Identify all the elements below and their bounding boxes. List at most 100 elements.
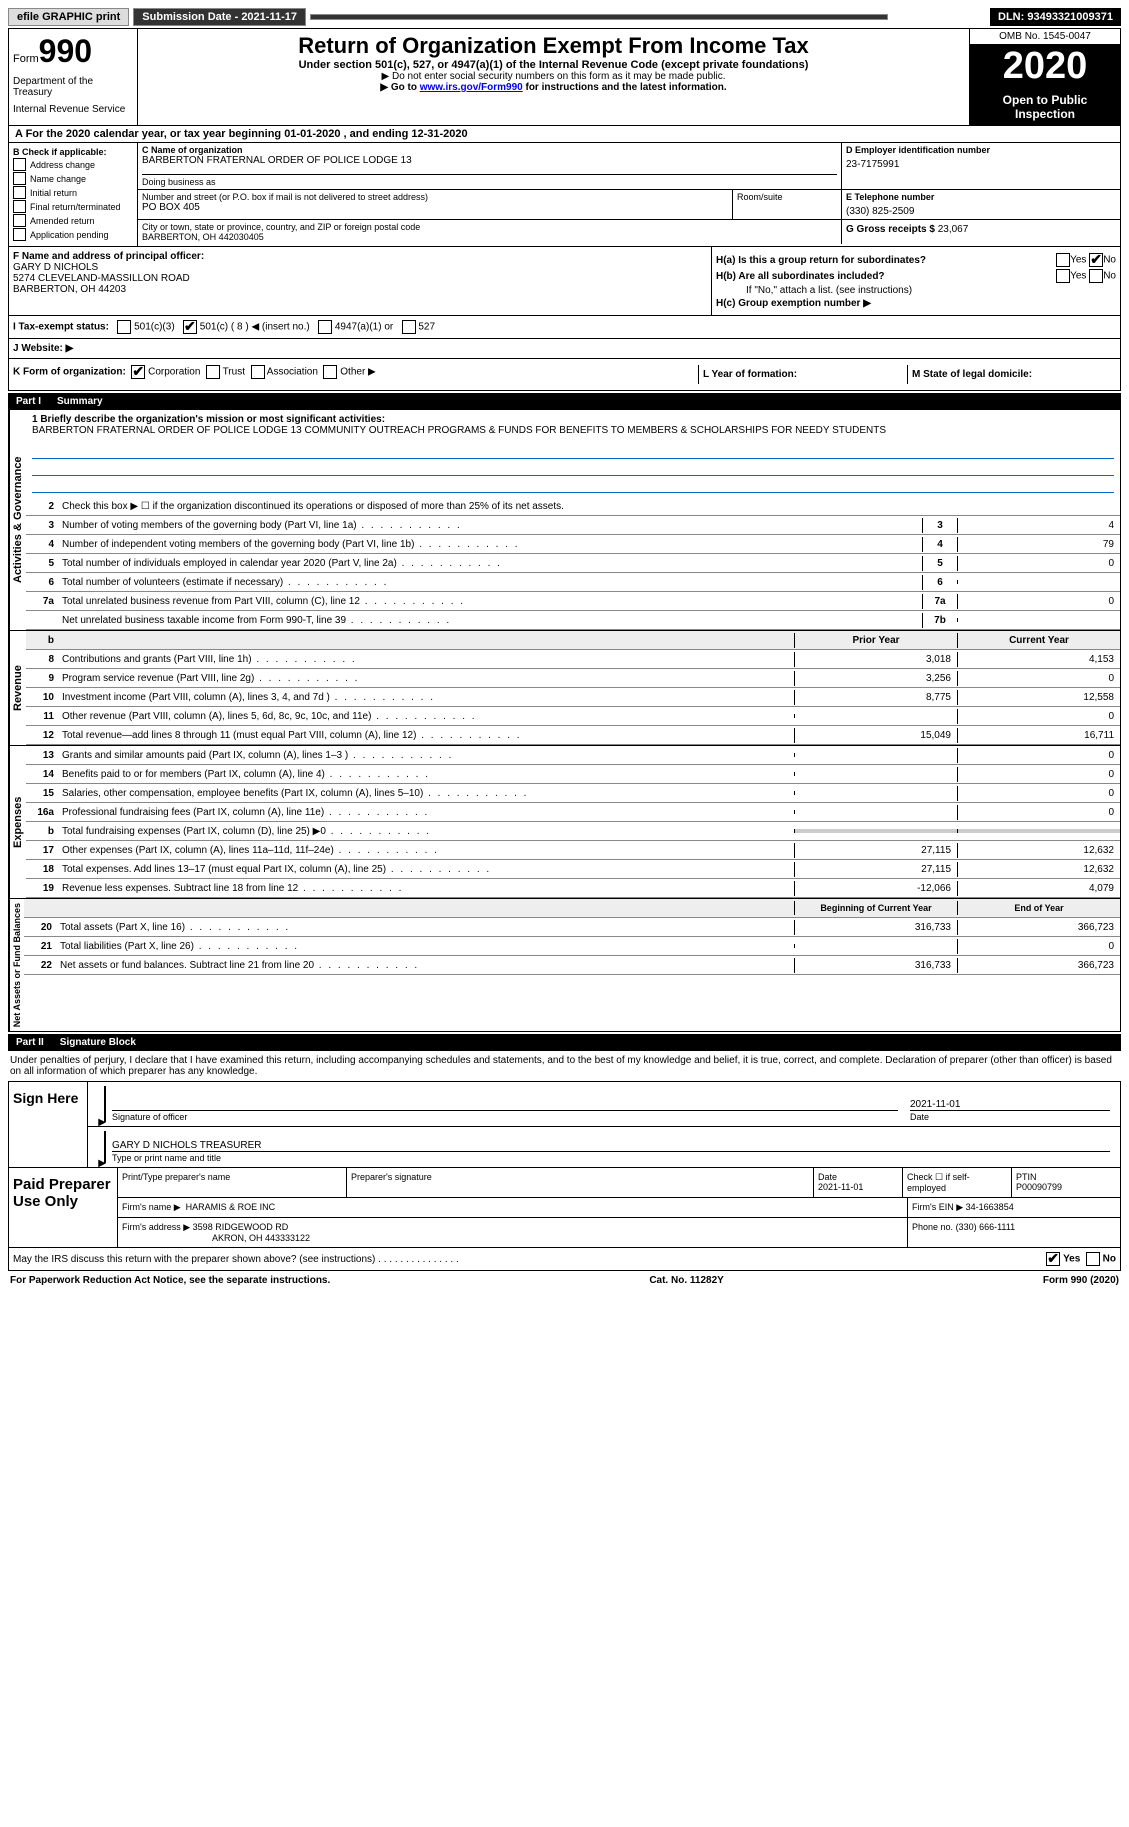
prep-date-cell: Date2021-11-01 xyxy=(814,1168,903,1197)
firm-addr-label: Firm's address ▶ xyxy=(122,1222,190,1232)
fin-current: 12,632 xyxy=(957,843,1120,858)
fin-prior: 316,733 xyxy=(794,958,957,973)
gov-text: Number of independent voting members of … xyxy=(58,539,922,550)
gov-val: 0 xyxy=(957,556,1120,571)
d-label: D Employer identification number xyxy=(846,145,990,155)
irs-link[interactable]: www.irs.gov/Form990 xyxy=(420,82,523,93)
i-501c-chk[interactable] xyxy=(183,320,197,334)
section-i: I Tax-exempt status: 501(c)(3) 501(c) ( … xyxy=(9,316,1120,338)
firm-addr-1: 3598 RIDGEWOOD RD xyxy=(193,1222,289,1232)
i-501c3-chk[interactable] xyxy=(117,320,131,334)
prep-ptin-cell: PTINP00090799 xyxy=(1012,1168,1120,1197)
fin-n: 17 xyxy=(26,845,58,856)
fin-text: Salaries, other compensation, employee b… xyxy=(58,788,794,799)
line1-wrap: 1 Briefly describe the organization's mi… xyxy=(26,410,1120,440)
chk-amended[interactable] xyxy=(13,214,26,227)
section-b-title: B Check if applicable: xyxy=(13,147,107,157)
firm-phone-cell: Phone no. (330) 666-1111 xyxy=(908,1218,1120,1247)
fin-text: Total fundraising expenses (Part IX, col… xyxy=(58,826,794,837)
sig-name-value: GARY D NICHOLS TREASURER xyxy=(112,1140,1110,1151)
efile-btn[interactable]: efile GRAPHIC print xyxy=(8,8,129,26)
fin-n: 11 xyxy=(26,711,58,722)
city-box: City or town, state or province, country… xyxy=(138,220,841,244)
fin-n: 19 xyxy=(26,883,58,894)
fin-current: 16,711 xyxy=(957,728,1120,743)
section-m: M State of legal domicile: xyxy=(907,365,1116,384)
ha-no-chk[interactable] xyxy=(1089,253,1103,267)
begin-year-hdr: Beginning of Current Year xyxy=(794,901,957,915)
k-trust-chk[interactable] xyxy=(206,365,220,379)
fin-current: 12,558 xyxy=(957,690,1120,705)
gov-n: 3 xyxy=(26,520,58,531)
opt-final: Final return/terminated xyxy=(30,202,121,212)
chk-address-change[interactable] xyxy=(13,158,26,171)
fin-current: 0 xyxy=(957,767,1120,782)
k-other-chk[interactable] xyxy=(323,365,337,379)
section-k: K Form of organization: Corporation Trus… xyxy=(13,365,698,384)
section-h: H(a) Is this a group return for subordin… xyxy=(711,247,1120,315)
submission-btn[interactable]: Submission Date - 2021-11-17 xyxy=(133,8,306,26)
fin-prior: -12,066 xyxy=(794,881,957,896)
fin-prior xyxy=(794,791,957,795)
hb-no-chk[interactable] xyxy=(1089,269,1103,283)
hb-no: No xyxy=(1103,271,1116,282)
fin-prior xyxy=(794,944,957,948)
prior-year-hdr: Prior Year xyxy=(794,633,957,648)
sig-arrow-1 xyxy=(92,1086,106,1122)
tax-year: 2020 xyxy=(970,45,1120,89)
open-to-public: Open to Public Inspection xyxy=(970,89,1120,125)
section-j: J Website: ▶ xyxy=(9,339,1120,358)
ein-box: D Employer identification number 23-7175… xyxy=(841,143,1120,189)
chk-pending[interactable] xyxy=(13,228,26,241)
ha-yes-chk[interactable] xyxy=(1056,253,1070,267)
top-bar: efile GRAPHIC print Submission Date - 20… xyxy=(8,8,1121,26)
ha-label: H(a) Is this a group return for subordin… xyxy=(716,255,926,266)
hb-yes-chk[interactable] xyxy=(1056,269,1070,283)
discuss-yes-chk[interactable] xyxy=(1046,1252,1060,1266)
gov-n: 4 xyxy=(26,539,58,550)
form-footer: Form 990 (2020) xyxy=(1043,1275,1119,1286)
fin-prior: 27,115 xyxy=(794,843,957,858)
gov-col: 7b xyxy=(922,613,957,628)
gov-text: Total number of volunteers (estimate if … xyxy=(58,577,922,588)
officer-addr2: BARBERTON, OH 44203 xyxy=(13,284,126,295)
i-row: I Tax-exempt status: 501(c)(3) 501(c) ( … xyxy=(8,316,1121,339)
fin-prior: 27,115 xyxy=(794,862,957,877)
k-assoc-chk[interactable] xyxy=(251,365,265,379)
fin-n: 18 xyxy=(26,864,58,875)
section-c-wrap: C Name of organization BARBERTON FRATERN… xyxy=(138,143,1120,246)
discuss-q: May the IRS discuss this return with the… xyxy=(13,1254,459,1265)
addr-label: Number and street (or P.O. box if mail i… xyxy=(142,192,728,202)
k-o3: Association xyxy=(267,367,318,378)
discuss-no-chk[interactable] xyxy=(1086,1252,1100,1266)
opt-initial: Initial return xyxy=(30,188,77,198)
fin-n: 15 xyxy=(26,788,58,799)
officer-sig-field[interactable]: Signature of officer xyxy=(106,1086,904,1122)
ptin-label: PTIN xyxy=(1016,1172,1037,1182)
i-527-chk[interactable] xyxy=(402,320,416,334)
prep-date-val: 2021-11-01 xyxy=(818,1182,863,1192)
form-number-box: Form990 Department of the Treasury Inter… xyxy=(9,29,138,125)
chk-name-change[interactable] xyxy=(13,172,26,185)
k-corp-chk[interactable] xyxy=(131,365,145,379)
chk-final[interactable] xyxy=(13,200,26,213)
gov-col: 5 xyxy=(922,556,957,571)
netassets-label: Net Assets or Fund Balances xyxy=(9,899,24,1031)
form-prefix: Form xyxy=(13,53,39,65)
klm-row: K Form of organization: Corporation Trus… xyxy=(8,359,1121,391)
fin-text: Total liabilities (Part X, line 26) xyxy=(56,941,794,952)
fin-text: Net assets or fund balances. Subtract li… xyxy=(56,960,794,971)
g-label: G Gross receipts $ xyxy=(846,224,935,235)
part2-title: Signature Block xyxy=(60,1037,136,1048)
prep-sig-label: Preparer's signature xyxy=(347,1168,814,1197)
fin-text: Total assets (Part X, line 16) xyxy=(56,922,794,933)
sig-date-label: Date xyxy=(910,1110,1110,1122)
hb-yes: Yes xyxy=(1070,271,1086,282)
prep-name-label: Print/Type preparer's name xyxy=(118,1168,347,1197)
mission-blank-lines xyxy=(26,440,1120,497)
period-row: A For the 2020 calendar year, or tax yea… xyxy=(8,126,1121,143)
line2-text: Check this box ▶ ☐ if the organization d… xyxy=(58,501,1120,512)
chk-initial[interactable] xyxy=(13,186,26,199)
i-4947-chk[interactable] xyxy=(318,320,332,334)
end-year-hdr: End of Year xyxy=(957,901,1120,915)
